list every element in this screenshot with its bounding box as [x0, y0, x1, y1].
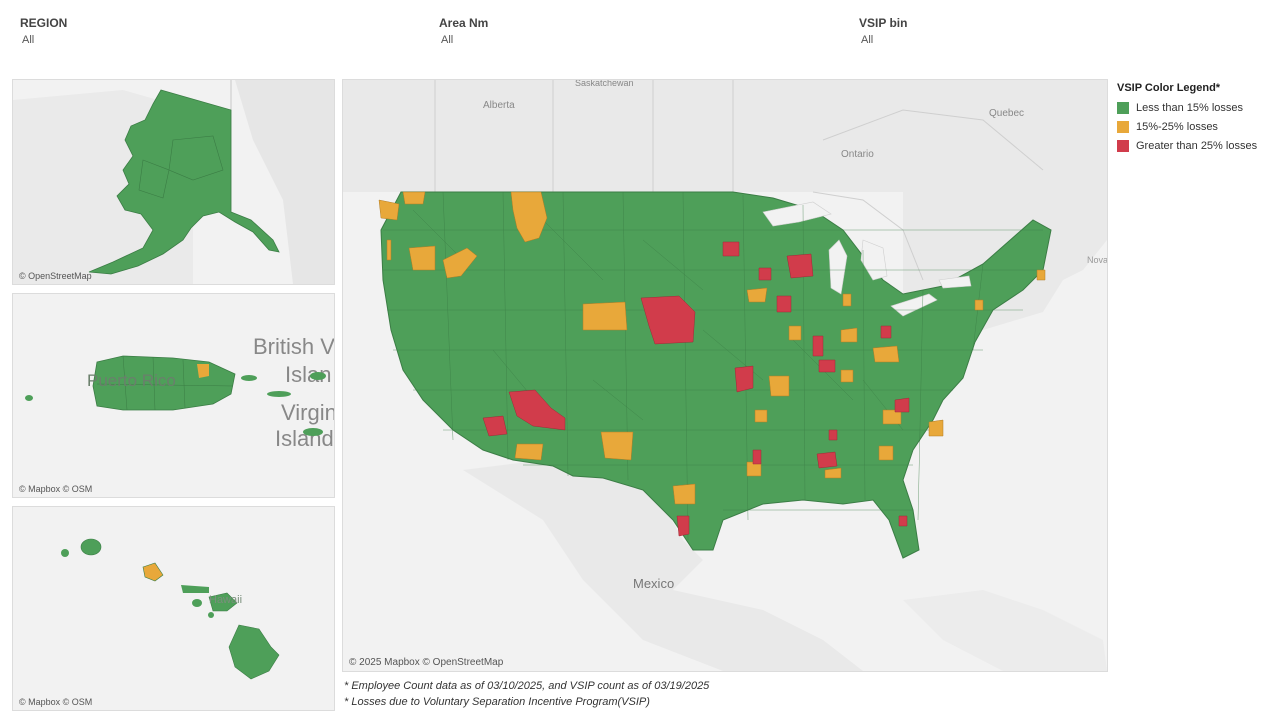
orange-region: [788, 325, 802, 341]
filter-region-value[interactable]: All: [22, 34, 35, 46]
filter-vsip-bin-value[interactable]: All: [861, 34, 874, 46]
red-region: [898, 515, 908, 527]
orange-region: [408, 245, 436, 271]
filter-vsip-bin-label: VSIP bin: [859, 16, 908, 30]
red-region: [816, 451, 838, 469]
pr-label-virgin-1: Virgin: [281, 400, 334, 425]
inset-alaska[interactable]: © OpenStreetMap: [12, 79, 335, 285]
island-niihau: [61, 549, 69, 557]
label-mexico: Mexico: [633, 576, 674, 591]
orange-region: [672, 483, 696, 505]
pr-label-british-1: British V: [253, 334, 334, 359]
red-region: [676, 515, 690, 537]
orange-region: [402, 191, 426, 205]
island-oahu: [142, 562, 164, 582]
main-map-credit: © 2025 Mapbox © OpenStreetMap: [349, 657, 504, 668]
hawaii-map-canvas[interactable]: Hawaii: [13, 507, 334, 710]
red-region: [812, 335, 824, 357]
orange-region: [378, 199, 400, 221]
filter-area-label: Area Nm: [439, 16, 489, 30]
legend-title: VSIP Color Legend*: [1117, 82, 1221, 94]
legend-swatch-mid: [1117, 120, 1129, 133]
puerto-rico-map-canvas[interactable]: British V Islan Virgin Island Puerto Ric…: [13, 294, 334, 497]
legend-swatch-high: [1117, 139, 1129, 152]
legend-item-high[interactable]: Greater than 25% losses: [1117, 136, 1257, 155]
label-alberta: Alberta: [483, 100, 515, 111]
red-region: [752, 449, 762, 465]
alaska-credit: © OpenStreetMap: [19, 271, 92, 281]
orange-region: [442, 247, 478, 279]
red-region: [722, 241, 740, 257]
orange-region: [842, 293, 852, 307]
red-region: [880, 325, 892, 339]
label-nova: Nova: [1087, 255, 1107, 265]
island-big-island: [228, 624, 280, 680]
red-region: [734, 365, 754, 393]
red-region: [776, 295, 792, 313]
inset-hawaii[interactable]: Hawaii © Mapbox © OSM: [12, 506, 335, 711]
red-region: [894, 397, 910, 413]
footnote-data-dates: * Employee Count data as of 03/10/2025, …: [344, 680, 710, 692]
hawaii-credit: © Mapbox © OSM: [19, 697, 93, 707]
red-region: [786, 253, 814, 279]
label-ontario: Ontario: [841, 149, 874, 160]
legend-label-low: Less than 15% losses: [1136, 101, 1244, 114]
orange-region: [600, 431, 634, 461]
legend-label-mid: 15%-25% losses: [1136, 120, 1218, 133]
orange-region: [840, 369, 854, 383]
orange-region: [878, 445, 894, 461]
red-region: [758, 267, 772, 281]
orange-region: [1036, 269, 1046, 281]
color-legend: VSIP Color Legend* Less than 15% losses …: [1117, 82, 1257, 155]
red-region: [828, 429, 838, 441]
label-quebec: Quebec: [989, 108, 1024, 119]
legend-item-mid[interactable]: 15%-25% losses: [1117, 117, 1257, 136]
red-region: [640, 295, 696, 345]
alaska-shape: [88, 89, 280, 275]
inset-puerto-rico[interactable]: British V Islan Virgin Island Puerto Ric…: [12, 293, 335, 498]
label-saskatchewan: Saskatchewan: [575, 80, 634, 88]
alaska-map-canvas[interactable]: [13, 80, 334, 284]
orange-region: [386, 239, 392, 261]
island-kauai: [80, 538, 102, 556]
red-region: [818, 359, 836, 373]
island-molokai: [181, 585, 209, 593]
filter-region-label: REGION: [20, 16, 68, 30]
main-map[interactable]: Alberta Saskatchewan Ontario Quebec Mexi…: [342, 79, 1108, 672]
footnote-vsip: * Losses due to Voluntary Separation Inc…: [344, 696, 650, 708]
orange-region: [872, 345, 900, 363]
main-map-canvas[interactable]: Alberta Saskatchewan Ontario Quebec Mexi…: [343, 80, 1107, 671]
orange-region: [746, 287, 768, 303]
filter-area-value[interactable]: All: [441, 34, 454, 46]
island-maui: [208, 592, 238, 612]
filter-area[interactable]: Area Nm All: [439, 16, 488, 46]
hawaii-label: Hawaii: [209, 594, 242, 606]
pr-label-puerto-rico: Puerto Rico: [87, 371, 176, 390]
orange-region: [768, 375, 790, 397]
orange-region: [514, 443, 544, 461]
orange-region: [928, 419, 944, 437]
pr-credit: © Mapbox © OSM: [19, 484, 93, 494]
orange-region: [824, 467, 842, 479]
legend-swatch-low: [1117, 101, 1129, 114]
pr-label-virgin-2: Island: [275, 426, 334, 451]
orange-region: [510, 191, 548, 243]
filter-vsip-bin[interactable]: VSIP bin All: [859, 16, 907, 46]
orange-region: [840, 327, 858, 343]
red-region: [508, 389, 566, 431]
filter-region[interactable]: REGION All: [20, 16, 67, 46]
orange-region: [582, 301, 628, 331]
red-region: [482, 415, 508, 437]
legend-item-low[interactable]: Less than 15% losses: [1117, 98, 1257, 117]
orange-region: [754, 409, 768, 423]
orange-region: [974, 299, 984, 311]
legend-label-high: Greater than 25% losses: [1136, 139, 1258, 152]
